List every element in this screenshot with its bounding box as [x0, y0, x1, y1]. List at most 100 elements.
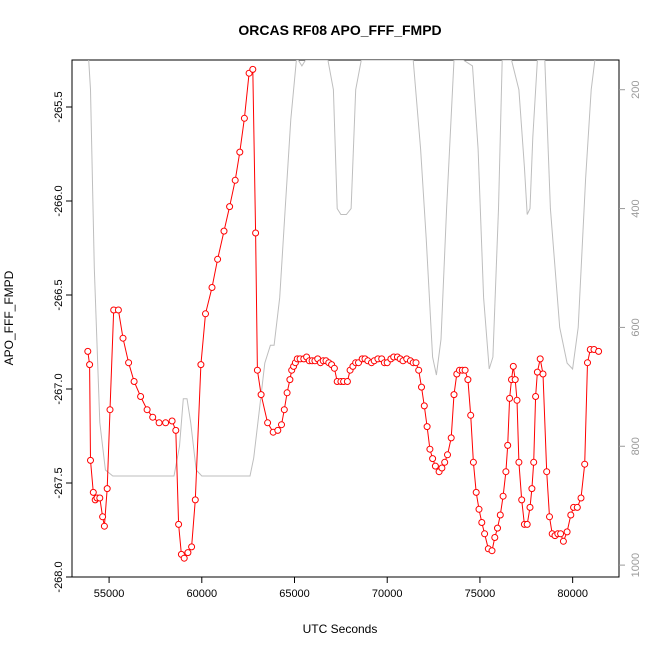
data-point [283, 389, 291, 397]
data-point [280, 406, 288, 414]
data-point [278, 421, 285, 429]
data-point [418, 383, 425, 391]
data-point [84, 347, 92, 355]
data-point [438, 464, 446, 472]
data-point [87, 456, 94, 464]
y-tick-label: -268.0 [53, 561, 65, 592]
data-point [191, 496, 199, 504]
x-tick-label: 65000 [279, 588, 310, 600]
data-point [220, 227, 228, 235]
data-point [444, 451, 451, 459]
y-tick-label: -266.0 [53, 185, 65, 216]
data-point [412, 359, 420, 367]
data-point [86, 361, 94, 369]
data-point [286, 376, 294, 384]
data-point [137, 393, 145, 400]
data-point [526, 503, 534, 511]
x-tick-label: 80000 [557, 588, 588, 600]
data-point [557, 530, 565, 538]
data-point [162, 419, 170, 427]
data-point [180, 554, 188, 562]
data-point [469, 458, 477, 466]
data-point [343, 378, 351, 385]
data-point [420, 402, 428, 410]
x-tick-label: 60000 [186, 588, 217, 600]
data-point [543, 468, 551, 476]
data-point [175, 520, 183, 528]
data-point [491, 534, 499, 541]
plot-frame [71, 59, 620, 578]
y-tick-label: -265.5 [53, 91, 65, 122]
data-point [155, 419, 163, 427]
data-point [559, 537, 567, 545]
data-point [253, 366, 261, 374]
data-point [264, 419, 272, 427]
data-point [595, 347, 603, 355]
data-point [208, 284, 216, 291]
plot-area: 55000 60000 65000 70000 75000 80000 -268.0 -267… [53, 59, 642, 600]
data-point [274, 426, 282, 434]
data-point [172, 426, 180, 434]
data-point [231, 176, 239, 184]
data-point [103, 485, 111, 493]
y2-tick-label: 400 [630, 199, 642, 217]
y2-tick-label: 1000 [630, 553, 642, 577]
data-point [581, 460, 589, 468]
data-point [504, 441, 512, 449]
data-point [530, 458, 538, 466]
data-point [478, 519, 486, 526]
data-point [130, 378, 138, 385]
secondary-series-line [88, 60, 596, 477]
data-point [464, 376, 472, 384]
data-point [472, 488, 480, 496]
chart-title: ORCAS RF08 APO_FFF_FMPD [238, 22, 441, 38]
data-point [89, 488, 97, 496]
data-point [533, 368, 541, 376]
data-point [450, 391, 458, 399]
data-point [100, 522, 108, 530]
y-tick-label: -267.0 [53, 373, 65, 404]
data-point [197, 361, 205, 369]
data-point [506, 394, 514, 402]
data-point [106, 406, 114, 414]
data-point [429, 455, 437, 463]
data-point [119, 334, 127, 342]
data-point [502, 468, 510, 476]
data-point [441, 458, 449, 466]
data-point [496, 511, 504, 519]
data-point [539, 370, 547, 378]
data-point [499, 492, 507, 500]
data-point [488, 547, 496, 555]
x-tick-label: 75000 [465, 588, 496, 600]
data-point [184, 549, 192, 557]
y2-tick-label: 800 [630, 437, 642, 455]
data-point [214, 255, 222, 263]
data-point [426, 445, 434, 453]
data-point [96, 494, 104, 502]
data-point [528, 485, 536, 493]
y-axis-label: APO_FFF_FMPD [2, 270, 16, 365]
data-point [532, 393, 540, 400]
data-point [257, 391, 265, 399]
data-point [252, 229, 260, 237]
data-point [202, 310, 209, 318]
data-point [518, 496, 526, 504]
y2-tick-label: 200 [630, 81, 642, 99]
data-point [509, 362, 517, 370]
data-point [567, 511, 575, 519]
data-point [125, 359, 133, 367]
data-point [226, 203, 234, 211]
data-point [475, 505, 483, 513]
data-point [546, 513, 553, 521]
data-point [431, 462, 439, 470]
data-point [511, 376, 519, 384]
y2-tick-label: 600 [630, 318, 642, 336]
data-point [563, 528, 571, 536]
data-point [447, 434, 455, 442]
data-point [577, 494, 585, 502]
data-point [330, 364, 338, 372]
data-point [523, 520, 531, 528]
data-point [584, 359, 591, 367]
